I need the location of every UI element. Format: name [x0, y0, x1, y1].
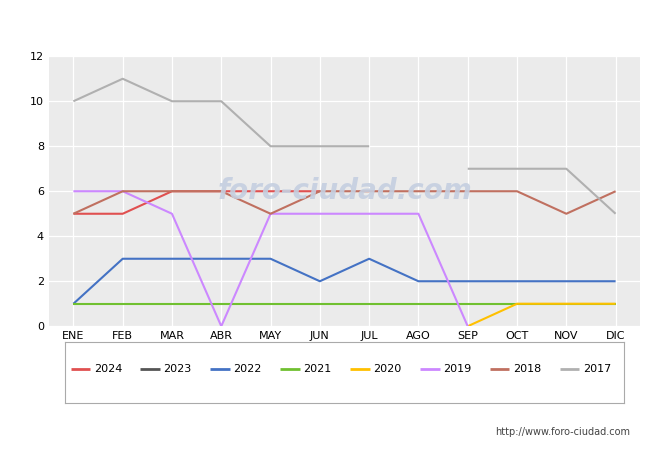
Text: 2018: 2018 [513, 364, 541, 374]
Text: 2023: 2023 [164, 364, 192, 374]
Text: 2020: 2020 [373, 364, 402, 374]
Text: http://www.foro-ciudad.com: http://www.foro-ciudad.com [495, 427, 630, 437]
Text: foro-ciudad.com: foro-ciudad.com [217, 177, 472, 205]
Text: Afiliados en Casasola a 31/5/2024: Afiliados en Casasola a 31/5/2024 [172, 14, 478, 33]
Text: 2021: 2021 [304, 364, 332, 374]
Text: 2019: 2019 [443, 364, 471, 374]
Text: 2024: 2024 [94, 364, 122, 374]
Text: 2017: 2017 [583, 364, 611, 374]
Text: 2022: 2022 [233, 364, 262, 374]
